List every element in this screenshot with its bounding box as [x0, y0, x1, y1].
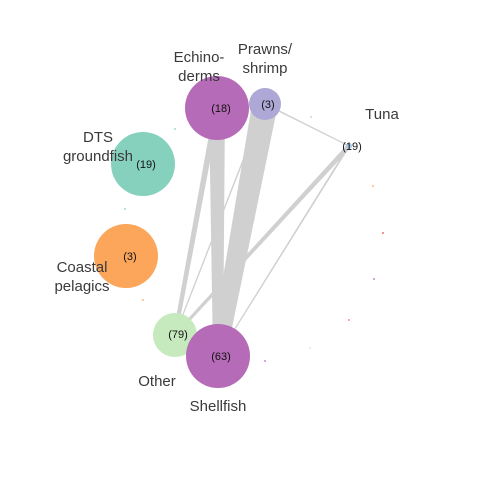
node-label-prawns: Prawns/ [238, 41, 293, 58]
node-label-coastal: pelagics [54, 278, 109, 295]
node-label-other: Other [138, 373, 176, 390]
node-count-shellfish: (63) [211, 351, 231, 363]
edge-echinoderms-other [173, 107, 221, 336]
node-echinoderms [185, 76, 249, 140]
decor-dots [124, 116, 384, 362]
node-label-dts: DTS [83, 129, 113, 146]
node-prawns [249, 88, 281, 120]
node-count-prawns: (3) [261, 99, 274, 111]
speck-dot [373, 278, 375, 280]
speck-dot [174, 128, 176, 130]
edge-prawns-shellfish [210, 101, 278, 358]
labels-layer: (18) Echino-derms (3) Prawns/shrimp (19) Tuna… [54, 41, 399, 415]
speck-dot [372, 185, 374, 187]
edge-prawns-other [174, 103, 266, 336]
node-label-prawns: shrimp [242, 60, 287, 77]
node-tuna [346, 143, 352, 149]
node-count-coastal: (3) [123, 251, 136, 263]
node-other [153, 313, 197, 357]
node-label-tuna: Tuna [365, 106, 399, 123]
node-coastal [94, 224, 158, 288]
node-shellfish [186, 324, 250, 388]
node-label-echinoderms: derms [178, 68, 220, 85]
node-label-echinoderms: Echino- [174, 49, 225, 66]
node-dts [111, 132, 175, 196]
speck-dot [264, 360, 266, 362]
node-count-tuna: (19) [342, 141, 362, 153]
edge-tuna-other [173, 144, 351, 336]
speck-dot [348, 319, 350, 321]
node-label-dts: groundfish [63, 148, 133, 165]
speck-dot [124, 208, 126, 210]
edges-layer [173, 101, 351, 358]
speck-dot [382, 232, 384, 234]
edge-tuna-shellfish [217, 145, 350, 357]
node-count-echinoderms: (18) [211, 103, 231, 115]
nodes-layer [94, 76, 352, 388]
node-count-other: (79) [168, 329, 188, 341]
speck-dot [309, 347, 311, 349]
node-count-dts: (19) [136, 159, 156, 171]
node-label-shellfish: Shellfish [190, 398, 247, 415]
speck-dot [310, 116, 312, 118]
edge-prawns-tuna [264, 103, 350, 147]
speck-dot [142, 299, 144, 301]
node-label-coastal: Coastal [57, 259, 108, 276]
